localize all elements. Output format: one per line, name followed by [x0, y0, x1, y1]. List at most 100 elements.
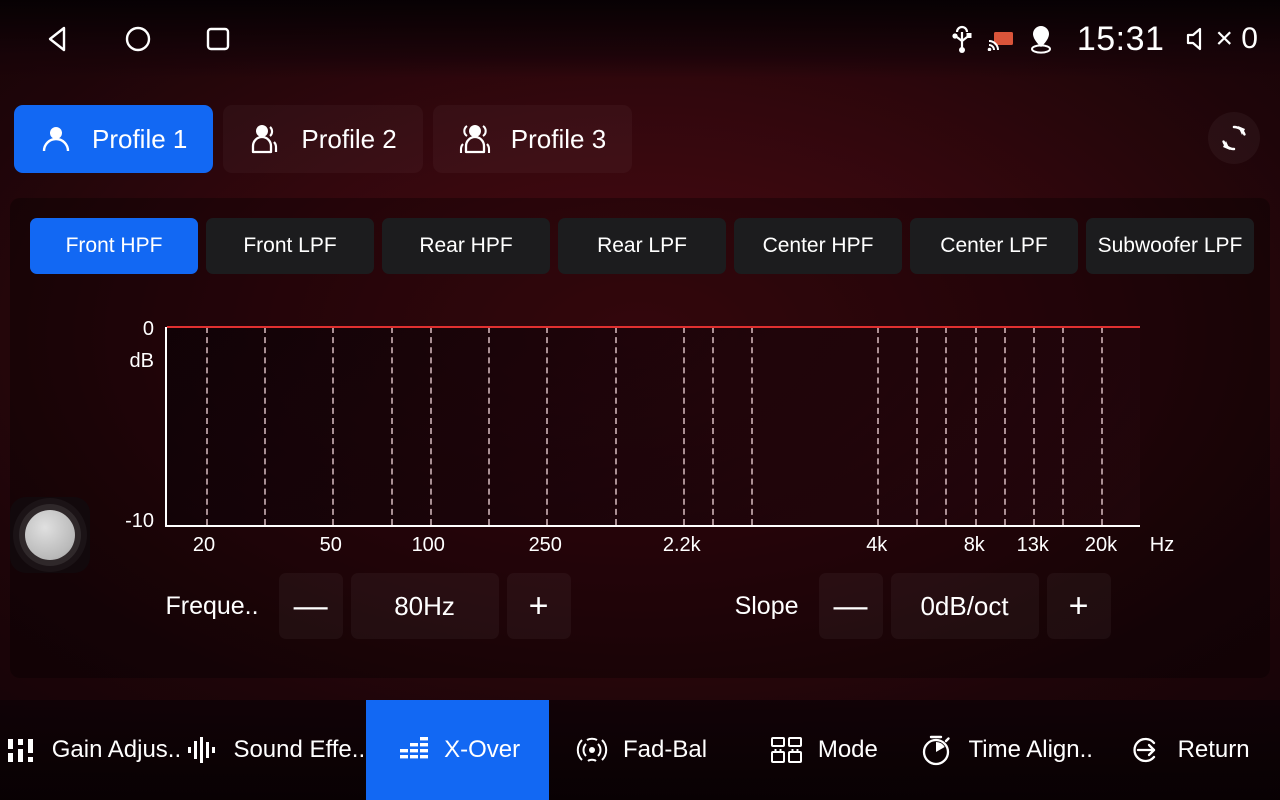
- two-people-icon: [245, 119, 285, 159]
- chart-gridline: [1101, 327, 1104, 525]
- slope-value[interactable]: 0dB/oct: [890, 573, 1039, 639]
- x-axis-tick-labels: 20 50 100 250 2.2k 4k 8k 13k 20k Hz: [165, 534, 1175, 564]
- bottom-nav-time-align[interactable]: Time Align..: [914, 700, 1097, 800]
- x-axis-tick: 250: [528, 534, 562, 556]
- filter-tab-rear-lpf-label: Rear LPF: [597, 234, 687, 257]
- filter-tab-front-lpf[interactable]: Front LPF: [206, 218, 374, 274]
- frequency-increment-button[interactable]: +: [506, 573, 571, 639]
- profile-tab-1[interactable]: Profile 1: [14, 105, 214, 173]
- chart-gridline: [877, 327, 880, 525]
- volume-mute-icon: [1184, 26, 1210, 52]
- y-axis-tick-0: 0: [142, 318, 154, 340]
- chart-gridline: [711, 327, 714, 525]
- drag-knob-icon: [25, 510, 75, 560]
- bottom-nav-mode-label: Mode: [817, 736, 878, 763]
- slope-decrement-button[interactable]: —: [818, 573, 883, 639]
- minus-icon: —: [293, 586, 328, 625]
- gain-sliders-icon: [2, 731, 40, 769]
- filter-tab-front-hpf[interactable]: Front HPF: [30, 218, 198, 274]
- bottom-nav-sound-effect[interactable]: Sound Effe..: [183, 700, 366, 800]
- filter-tab-subwoofer-lpf[interactable]: Subwoofer LPF: [1086, 218, 1254, 274]
- x-axis-tick: 4k: [866, 534, 888, 556]
- bottom-nav-fad-bal[interactable]: Fad-Bal: [549, 700, 732, 800]
- profile-tab-2[interactable]: Profile 2: [223, 105, 422, 173]
- profile-tab-3[interactable]: Profile 3: [433, 105, 632, 173]
- chart-plot-area[interactable]: [165, 326, 1140, 527]
- reset-button[interactable]: [1208, 112, 1260, 164]
- volume-indicator[interactable]: × 0: [1184, 22, 1258, 56]
- y-axis-unit-label: dB: [129, 350, 154, 372]
- x-axis-tick: 13k: [1016, 534, 1049, 556]
- x-axis-unit-label: Hz: [1149, 534, 1175, 556]
- slope-label: Slope: [734, 591, 799, 620]
- android-nav-buttons: [0, 21, 236, 57]
- x-axis-tick: 50: [319, 534, 342, 556]
- volume-level-text: × 0: [1215, 22, 1258, 55]
- chart-gridline: [916, 327, 919, 525]
- stopwatch-icon: [918, 731, 956, 769]
- chart-gridline: [750, 327, 753, 525]
- location-pin-icon: [1027, 23, 1055, 55]
- minus-icon: —: [833, 586, 868, 625]
- chart-canvas: [165, 326, 1140, 527]
- plus-icon: +: [1068, 586, 1089, 625]
- cast-icon: [987, 27, 1015, 51]
- speaker-grid-icon: [768, 731, 806, 769]
- back-button[interactable]: [40, 21, 76, 57]
- filter-tab-rear-hpf-label: Rear HPF: [419, 234, 513, 257]
- plus-icon: +: [528, 586, 549, 625]
- response-curve: [167, 326, 1140, 328]
- frequency-value[interactable]: 80Hz: [350, 573, 499, 639]
- waveform-icon: [183, 731, 221, 769]
- x-axis-tick: 20k: [1084, 534, 1118, 556]
- filter-tab-front-hpf-label: Front HPF: [65, 234, 163, 257]
- bottom-navigation-bar: Gain Adjus.. Sound Effe..: [0, 700, 1280, 800]
- usb-icon: [949, 24, 975, 54]
- chart-gridline: [945, 327, 948, 525]
- profile-tab-1-label: Profile 1: [92, 123, 188, 154]
- bottom-nav-x-over-label: X-Over: [444, 736, 521, 763]
- bar-levels-icon: [394, 731, 432, 769]
- filter-tab-rear-hpf[interactable]: Rear HPF: [382, 218, 550, 274]
- bottom-nav-gain-adjust[interactable]: Gain Adjus..: [0, 700, 183, 800]
- chart-gridline: [1032, 327, 1035, 525]
- chart-gridline: [546, 327, 549, 525]
- filter-tab-center-lpf[interactable]: Center LPF: [910, 218, 1078, 274]
- filter-tab-rear-lpf[interactable]: Rear LPF: [558, 218, 726, 274]
- bottom-nav-mode[interactable]: Mode: [731, 700, 914, 800]
- bottom-nav-return-label: Return: [1177, 736, 1250, 763]
- slope-control-group: Slope — 0dB/oct +: [735, 573, 1115, 639]
- status-clock: 15:31: [1076, 19, 1165, 58]
- status-icons-group: 15:31 × 0: [949, 20, 1280, 59]
- chart-gridline: [1003, 327, 1006, 525]
- home-button[interactable]: [120, 21, 156, 57]
- frequency-decrement-button[interactable]: —: [278, 573, 343, 639]
- bottom-nav-gain-adjust-label: Gain Adjus..: [51, 736, 182, 763]
- chart-gridline: [390, 327, 393, 525]
- three-people-icon: [455, 119, 495, 159]
- sound-radiate-icon: [573, 731, 611, 769]
- chart-gridline: [682, 327, 685, 525]
- profile-tab-bar: Profile 1 Profile 2: [0, 104, 1280, 174]
- x-axis-tick: 100: [411, 534, 445, 556]
- floating-assistive-button[interactable]: [10, 497, 90, 573]
- x-axis-tick: 20: [192, 534, 216, 556]
- bottom-nav-x-over[interactable]: X-Over: [365, 700, 549, 800]
- filter-tab-front-lpf-label: Front LPF: [243, 234, 337, 257]
- arrow-right-circle-icon: [1128, 731, 1166, 769]
- slope-increment-button[interactable]: +: [1046, 573, 1111, 639]
- filter-tab-center-hpf[interactable]: Center HPF: [734, 218, 902, 274]
- chart-gridline: [429, 327, 432, 525]
- chart-gridline: [974, 327, 977, 525]
- y-axis-tick-min: -10: [125, 510, 154, 532]
- x-axis-tick: 2.2k: [662, 534, 701, 556]
- frequency-control-group: Freque.. — 80Hz +: [165, 573, 574, 639]
- frequency-response-chart: 0 dB -10 20 50 100 250 2.2k 4k 8k 13k 20k Hz: [10, 302, 1270, 556]
- profile-tab-2-label: Profile 2: [301, 123, 397, 154]
- recents-button[interactable]: [200, 21, 236, 57]
- crossover-panel: Front HPF Front LPF Rear HPF Rear LPF Ce…: [10, 198, 1270, 678]
- bottom-nav-fad-bal-label: Fad-Bal: [622, 736, 708, 763]
- frequency-label: Freque..: [165, 591, 259, 620]
- bottom-nav-return[interactable]: Return: [1097, 700, 1280, 800]
